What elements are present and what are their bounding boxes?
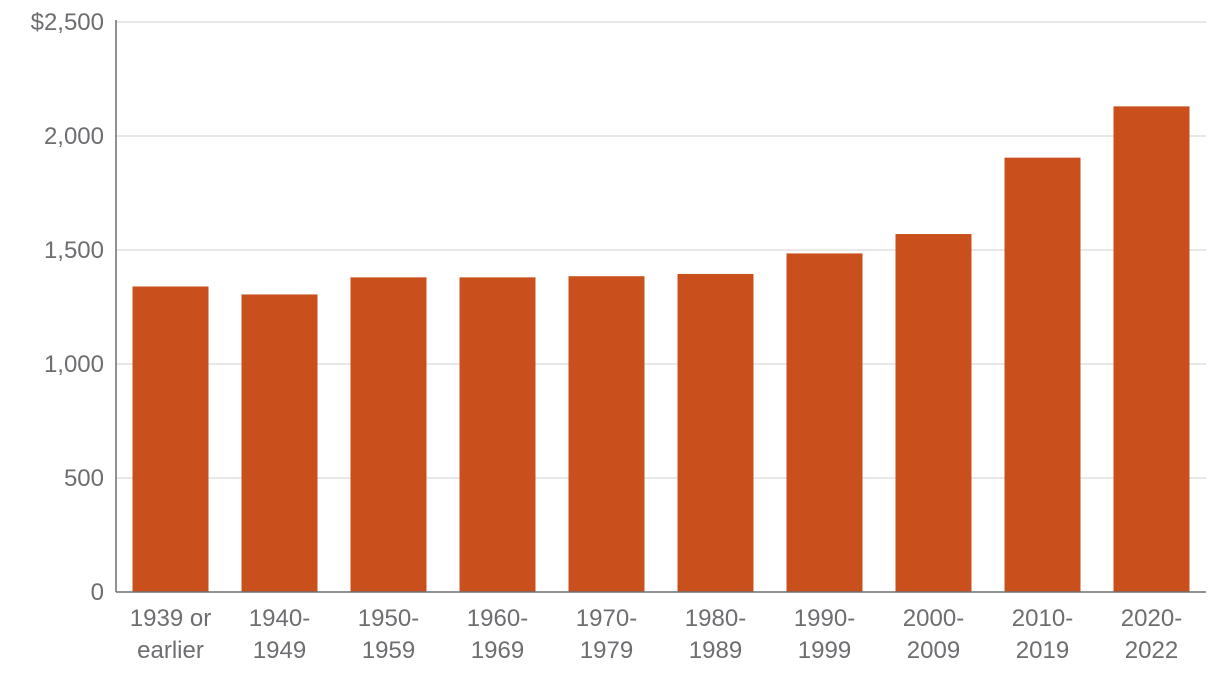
- x-tick-label-line: 2019: [1016, 637, 1069, 664]
- x-tick-label: 2020- 2022: [1121, 605, 1182, 664]
- bar: [786, 253, 863, 593]
- x-tick-label: 2000- 2009: [903, 605, 964, 664]
- x-tick-label-line: 1960-: [467, 605, 528, 632]
- x-tick-label-line: 1970-: [576, 605, 637, 632]
- bar: [568, 276, 645, 592]
- bar: [350, 277, 427, 592]
- x-tick-label-line: 1959: [362, 637, 415, 664]
- x-tick-label-line: 1980-: [685, 605, 746, 632]
- bar: [1004, 157, 1081, 592]
- y-tick-label: 1,000: [44, 351, 104, 378]
- bar: [895, 234, 972, 593]
- y-tick-label: 1,500: [44, 237, 104, 264]
- x-tick-label-line: 1999: [798, 637, 851, 664]
- x-tick-label-line: 1979: [580, 637, 633, 664]
- x-tick-label-line: 2022: [1125, 637, 1178, 664]
- x-tick-label-line: 1949: [253, 637, 306, 664]
- x-tick-label-line: 1939 or: [130, 605, 211, 632]
- x-tick-label: 1990- 1999: [794, 605, 855, 664]
- x-tick-label: 1970- 1979: [576, 605, 637, 664]
- y-tick-label: 500: [64, 465, 104, 492]
- bars: [132, 106, 1190, 593]
- axes: [115, 20, 1206, 593]
- x-tick-label: 1950- 1959: [358, 605, 419, 664]
- bar: [241, 294, 318, 592]
- x-tick-label: 1940- 1949: [249, 605, 310, 664]
- x-tick-label-line: 2009: [907, 637, 960, 664]
- y-axis-tick-labels: 0 500 1,000 1,500 2,000 $2,500: [31, 9, 104, 606]
- bar: [132, 286, 209, 592]
- x-tick-label-line: 1990-: [794, 605, 855, 632]
- bar: [1113, 106, 1190, 593]
- y-tick-label: 2,000: [44, 123, 104, 150]
- bar: [459, 277, 536, 592]
- x-tick-label: 1980- 1989: [685, 605, 746, 664]
- x-tick-label: 1960- 1969: [467, 605, 528, 664]
- x-axis-category-labels: 1939 or earlier1940-19491950-19591960-196…: [130, 605, 1182, 664]
- x-tick-label-line: 1969: [471, 637, 524, 664]
- x-tick-label-line: 2010-: [1012, 605, 1073, 632]
- x-tick-label-line: 1989: [689, 637, 742, 664]
- x-tick-label-line: earlier: [137, 637, 204, 664]
- y-tick-label: $2,500: [31, 9, 104, 36]
- bar: [677, 273, 754, 592]
- x-tick-label-line: 2020-: [1121, 605, 1182, 632]
- x-tick-label: 1939 or earlier: [130, 605, 211, 664]
- x-tick-label-line: 2000-: [903, 605, 964, 632]
- x-tick-label-line: 1940-: [249, 605, 310, 632]
- x-tick-label-line: 1950-: [358, 605, 419, 632]
- y-tick-label: 0: [91, 579, 104, 606]
- x-tick-label: 2010- 2019: [1012, 605, 1073, 664]
